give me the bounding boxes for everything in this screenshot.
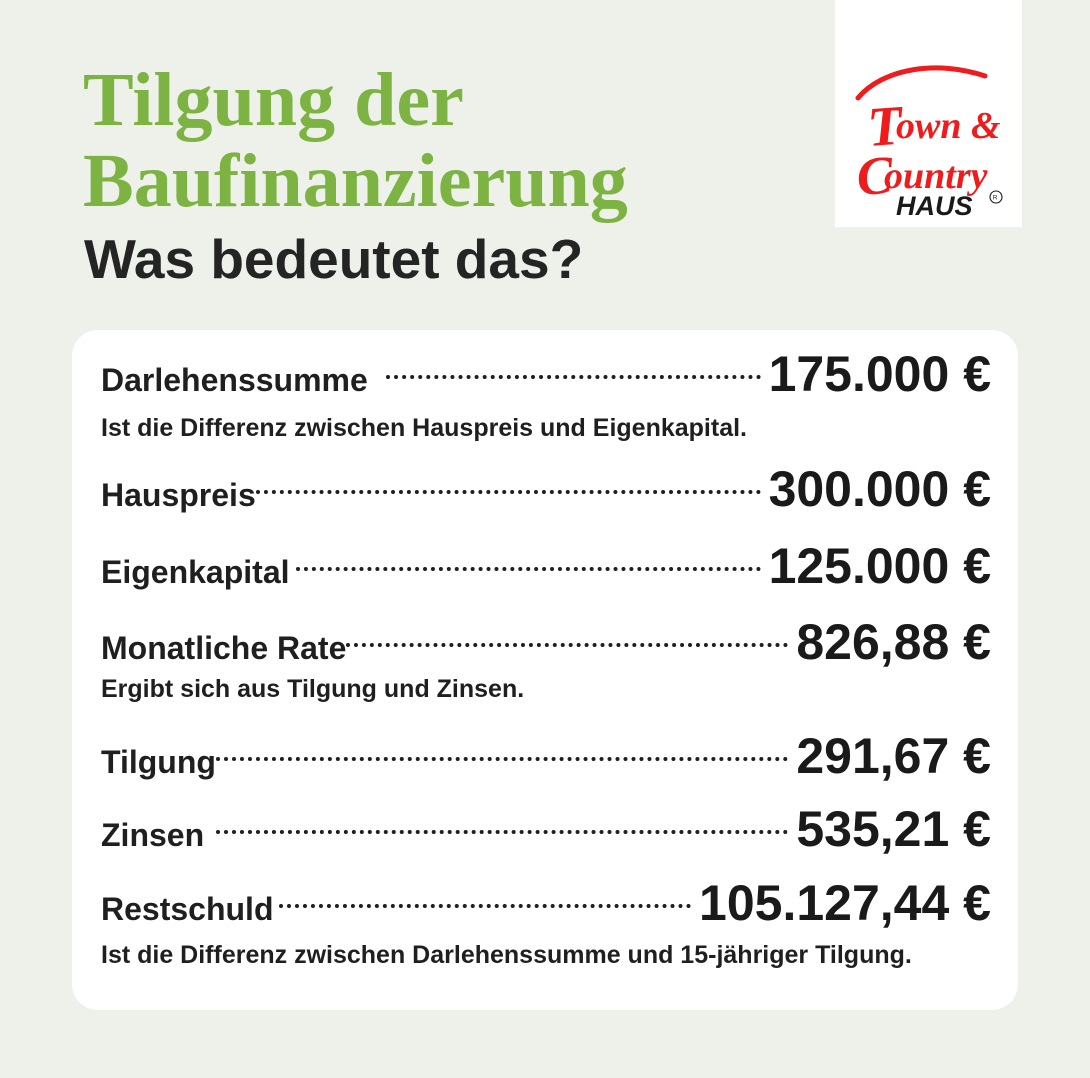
- svg-text:R: R: [993, 195, 998, 202]
- svg-text:HAUS: HAUS: [896, 191, 973, 221]
- svg-text:own &: own &: [896, 105, 1001, 147]
